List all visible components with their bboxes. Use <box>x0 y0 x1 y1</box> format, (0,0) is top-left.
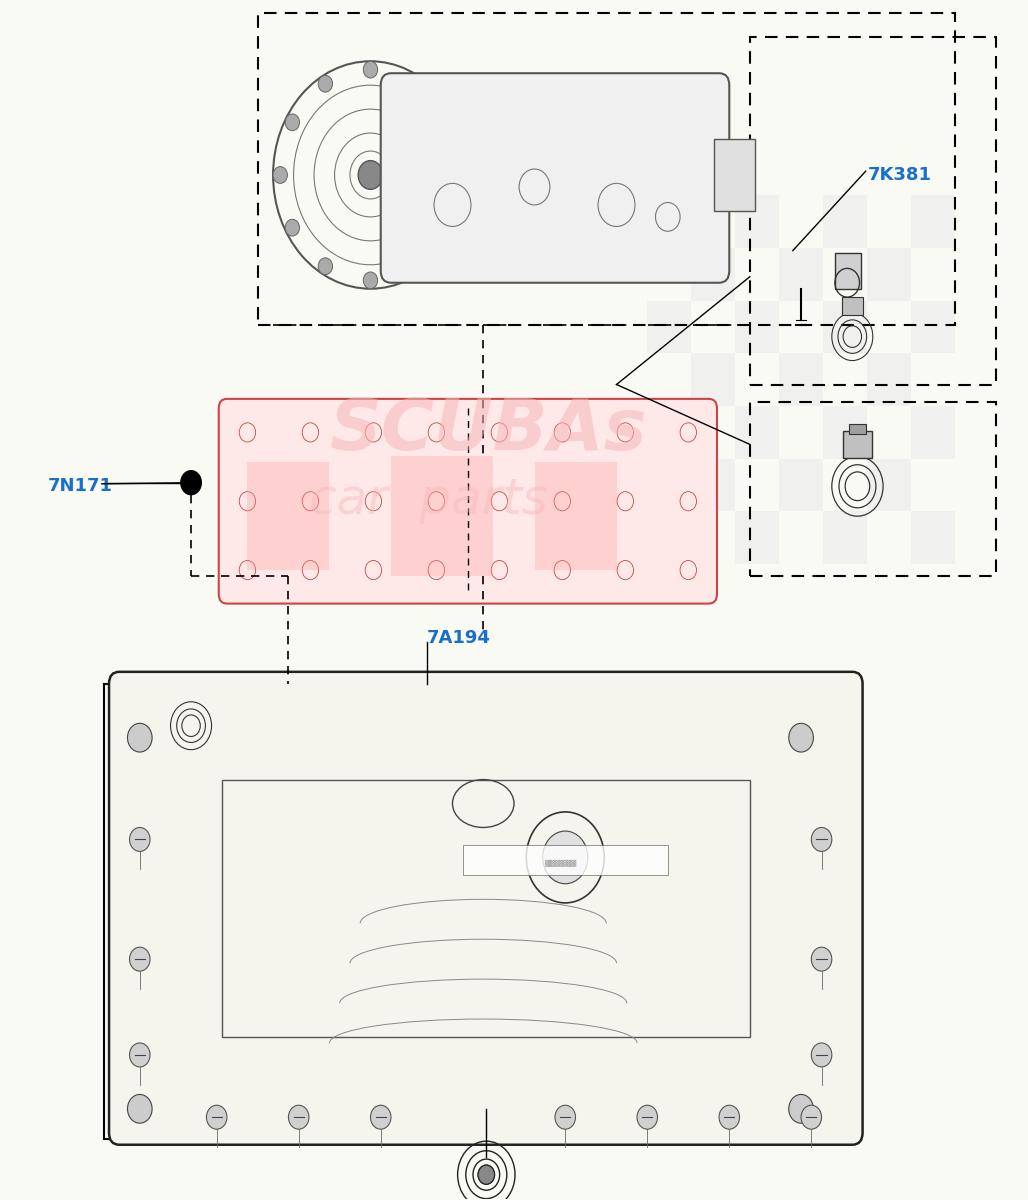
Circle shape <box>363 61 377 78</box>
Bar <box>691 248 735 301</box>
Circle shape <box>811 947 832 971</box>
Circle shape <box>555 1105 576 1129</box>
Circle shape <box>127 724 152 752</box>
Circle shape <box>127 1094 152 1123</box>
Circle shape <box>363 272 377 289</box>
Bar <box>735 406 779 458</box>
Circle shape <box>319 76 332 92</box>
Bar <box>867 248 911 301</box>
Bar <box>823 301 867 353</box>
Circle shape <box>441 114 455 131</box>
Bar <box>779 353 823 406</box>
FancyBboxPatch shape <box>109 672 862 1145</box>
Circle shape <box>801 1105 821 1129</box>
Circle shape <box>788 724 813 752</box>
Bar <box>391 456 493 576</box>
Circle shape <box>285 114 299 131</box>
Bar <box>648 511 691 564</box>
Bar <box>779 458 823 511</box>
Bar <box>911 196 955 248</box>
Circle shape <box>319 258 332 275</box>
Circle shape <box>358 161 382 190</box>
Circle shape <box>408 258 423 275</box>
Bar <box>835 253 860 289</box>
Bar <box>867 458 911 511</box>
Bar <box>911 301 955 353</box>
Circle shape <box>788 1094 813 1123</box>
FancyBboxPatch shape <box>219 398 717 604</box>
Bar <box>648 196 691 248</box>
Circle shape <box>130 947 150 971</box>
Circle shape <box>289 1105 309 1129</box>
Text: car  parts: car parts <box>309 475 548 523</box>
Bar <box>222 780 749 1037</box>
Bar <box>911 511 955 564</box>
Bar <box>849 424 866 433</box>
Circle shape <box>811 828 832 852</box>
Circle shape <box>719 1105 739 1129</box>
Circle shape <box>273 167 288 184</box>
Bar <box>648 406 691 458</box>
Circle shape <box>441 220 455 236</box>
Circle shape <box>543 832 588 883</box>
Circle shape <box>130 1043 150 1067</box>
Circle shape <box>408 76 423 92</box>
Bar <box>258 13 955 325</box>
Bar <box>463 846 668 875</box>
Bar <box>735 511 779 564</box>
Circle shape <box>478 1165 494 1184</box>
Bar <box>648 301 691 353</box>
Text: SCUBAs: SCUBAs <box>329 396 647 466</box>
FancyBboxPatch shape <box>380 73 729 283</box>
Circle shape <box>181 470 201 494</box>
Bar <box>749 402 996 576</box>
Bar <box>823 406 867 458</box>
Text: 7N171: 7N171 <box>47 478 112 496</box>
Circle shape <box>285 220 299 236</box>
Bar <box>749 37 996 384</box>
Bar <box>842 298 862 316</box>
Bar <box>691 458 735 511</box>
Bar <box>911 406 955 458</box>
Text: 7A194: 7A194 <box>427 629 490 647</box>
Bar <box>248 462 329 570</box>
Circle shape <box>811 1043 832 1067</box>
Circle shape <box>130 828 150 852</box>
Bar <box>867 353 911 406</box>
Bar <box>823 196 867 248</box>
Text: ▓▓▓▓▓▓: ▓▓▓▓▓▓ <box>544 860 577 866</box>
Circle shape <box>207 1105 227 1129</box>
Bar <box>535 462 617 570</box>
Text: 7K381: 7K381 <box>868 166 931 184</box>
Bar <box>823 511 867 564</box>
Circle shape <box>370 1105 391 1129</box>
Bar <box>735 196 779 248</box>
Bar <box>691 353 735 406</box>
Bar <box>735 301 779 353</box>
Circle shape <box>453 167 468 184</box>
Bar <box>104 684 852 1139</box>
Bar <box>713 139 755 211</box>
Bar <box>779 248 823 301</box>
Bar <box>843 431 872 457</box>
Circle shape <box>637 1105 658 1129</box>
